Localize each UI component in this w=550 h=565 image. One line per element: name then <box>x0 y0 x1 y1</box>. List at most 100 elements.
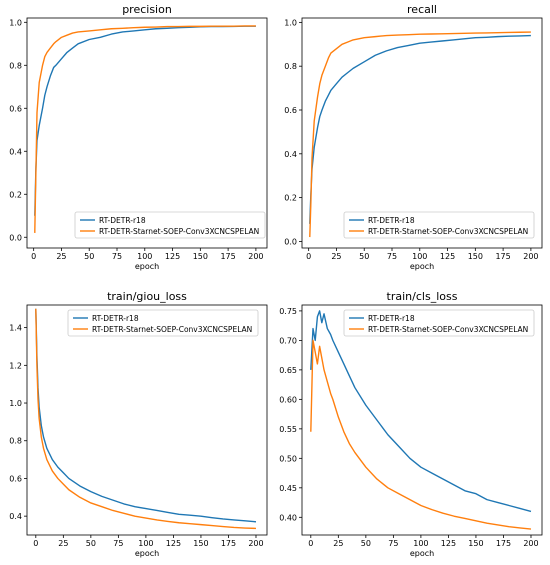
x-tick-label: 75 <box>112 252 122 261</box>
panel-precision: precision 0 25 50 75 100 125 150 175 200 0.0 0.2 0.4… <box>9 3 268 271</box>
x-axis-label: epoch <box>135 262 159 271</box>
x-tick-label: 175 <box>221 539 236 548</box>
y-tick-label: 0.8 <box>9 437 22 446</box>
legend-box <box>67 309 259 337</box>
x-tick-label: 200 <box>523 539 538 548</box>
x-tick-label: 100 <box>138 539 153 548</box>
series-line-1 <box>310 310 532 513</box>
y-tick-label: 0.55 <box>279 425 297 434</box>
panel-train-giou-loss: train/giou_loss 0 25 50 75 100 125 150 175 200 0.4… <box>9 290 268 558</box>
chart-title: recall <box>407 3 437 16</box>
y-tick-label: 0.8 <box>9 61 22 70</box>
x-tick-label: 25 <box>56 252 66 261</box>
legend: RT-DETR-r18 RT-DETR-Starnet-SOEP-Conv3XCN… <box>343 211 535 239</box>
series-line-2 <box>34 25 256 233</box>
x-tick-label: 175 <box>496 539 511 548</box>
y-tick-label: 0.6 <box>9 104 22 113</box>
y-tick-label: 0.6 <box>9 474 22 483</box>
series-line-2 <box>310 339 532 530</box>
chart-title: train/giou_loss <box>107 290 187 303</box>
x-tick-label: 150 <box>468 539 483 548</box>
legend-box <box>343 309 535 337</box>
x-tick-label: 100 <box>412 252 427 261</box>
x-tick-label: 175 <box>495 252 510 261</box>
x-tick-label: 75 <box>113 539 123 548</box>
x-tick-label: 0 <box>308 539 313 548</box>
legend: RT-DETR-r18 RT-DETR-Starnet-SOEP-Conv3XCN… <box>74 211 266 239</box>
panel-recall: recall 0 25 50 75 100 125 150 175 200 0.0 0.2 0.4 0.6… <box>284 3 543 271</box>
x-tick-label: 50 <box>86 539 96 548</box>
y-tick-label: 1.0 <box>284 18 297 27</box>
x-axis-label: epoch <box>410 549 434 558</box>
y-tick-label: 0.2 <box>9 190 22 199</box>
series-line-1 <box>35 308 257 523</box>
plot-frame <box>301 304 543 536</box>
x-tick-label: 200 <box>248 252 263 261</box>
plot-frame <box>301 17 543 249</box>
y-tick-label: 0.6 <box>284 106 297 115</box>
x-tick-label: 75 <box>388 539 398 548</box>
y-tick-label: 0.45 <box>279 484 297 493</box>
x-tick-label: 100 <box>137 252 152 261</box>
legend-label-2: RT-DETR-Starnet-SOEP-Conv3XCNCSPELAN <box>92 325 252 334</box>
y-tick-label: 1.2 <box>9 361 22 370</box>
x-tick-label: 0 <box>306 252 311 261</box>
y-tick-label: 0.2 <box>284 194 297 203</box>
legend-box <box>74 211 266 239</box>
x-tick-label: 200 <box>523 252 538 261</box>
legend-label-1: RT-DETR-r18 <box>92 314 139 323</box>
x-tick-label: 125 <box>441 539 456 548</box>
chart-title: precision <box>122 3 172 16</box>
y-tick-label: 0.65 <box>279 366 297 375</box>
y-tick-label: 1.0 <box>9 18 22 27</box>
legend: RT-DETR-r18 RT-DETR-Starnet-SOEP-Conv3XCN… <box>343 309 535 337</box>
y-tick-label: 0.4 <box>9 147 22 156</box>
legend-label-2: RT-DETR-Starnet-SOEP-Conv3XCNCSPELAN <box>368 227 528 236</box>
x-tick-label: 50 <box>361 539 371 548</box>
plot-frame <box>26 304 268 536</box>
y-tick-label: 0.8 <box>284 62 297 71</box>
legend-label-2: RT-DETR-Starnet-SOEP-Conv3XCNCSPELAN <box>99 227 259 236</box>
legend-label-1: RT-DETR-r18 <box>99 216 146 225</box>
x-tick-label: 200 <box>248 539 263 548</box>
y-tick-label: 0.4 <box>9 512 22 521</box>
x-tick-label: 75 <box>387 252 397 261</box>
series-line-2 <box>35 308 257 530</box>
plot-frame <box>26 17 268 249</box>
y-tick-label: 0.50 <box>279 454 297 463</box>
x-axis-label: epoch <box>410 262 434 271</box>
x-tick-label: 0 <box>33 539 38 548</box>
x-axis-label: epoch <box>135 549 159 558</box>
y-tick-label: 0.0 <box>284 237 297 246</box>
y-tick-label: 0.0 <box>9 233 22 242</box>
x-tick-label: 125 <box>440 252 455 261</box>
x-tick-label: 25 <box>58 539 68 548</box>
legend-label-1: RT-DETR-r18 <box>368 314 415 323</box>
y-tick-label: 0.70 <box>279 336 297 345</box>
y-tick-label: 1.4 <box>9 324 22 333</box>
x-tick-label: 50 <box>84 252 94 261</box>
y-tick-label: 0.40 <box>279 513 297 522</box>
y-tick-label: 0.4 <box>284 150 297 159</box>
legend-label-2: RT-DETR-Starnet-SOEP-Conv3XCNCSPELAN <box>368 325 528 334</box>
x-tick-label: 125 <box>166 539 181 548</box>
legend-label-1: RT-DETR-r18 <box>368 216 415 225</box>
x-tick-label: 125 <box>165 252 180 261</box>
x-tick-label: 100 <box>413 539 428 548</box>
x-tick-label: 150 <box>193 539 208 548</box>
chart-title: train/cls_loss <box>387 290 458 303</box>
x-tick-label: 25 <box>333 539 343 548</box>
x-tick-label: 150 <box>193 252 208 261</box>
y-tick-label: 1.0 <box>9 399 22 408</box>
x-tick-label: 0 <box>31 252 36 261</box>
x-tick-label: 175 <box>220 252 235 261</box>
panel-train-cls-loss: train/cls_loss 0 25 50 75 100 125 150 175 200 0.40… <box>279 290 543 558</box>
y-tick-label: 0.75 <box>279 307 297 316</box>
x-tick-label: 50 <box>359 252 369 261</box>
series-line-1 <box>309 34 531 224</box>
legend-box <box>343 211 535 239</box>
x-tick-label: 25 <box>331 252 341 261</box>
y-tick-label: 0.60 <box>279 395 297 404</box>
